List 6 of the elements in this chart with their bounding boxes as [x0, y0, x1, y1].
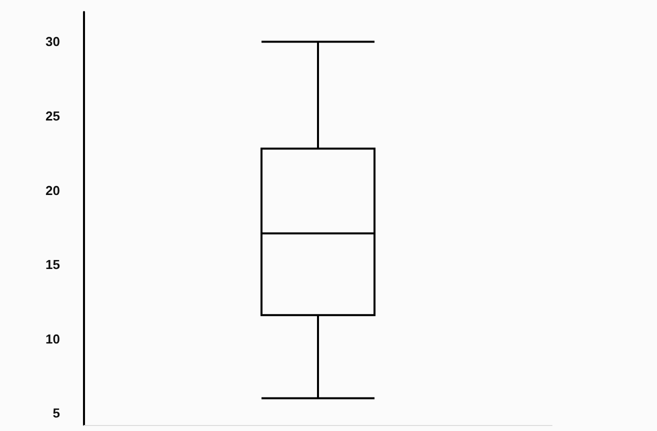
y-tick-label: 10 [46, 331, 60, 346]
y-tick-label: 30 [46, 34, 60, 50]
y-tick-label: 20 [46, 182, 60, 198]
y-tick-label: 15 [46, 257, 60, 272]
y-tick-label: 25 [46, 108, 60, 124]
y-tick-label: 5 [52, 406, 60, 421]
